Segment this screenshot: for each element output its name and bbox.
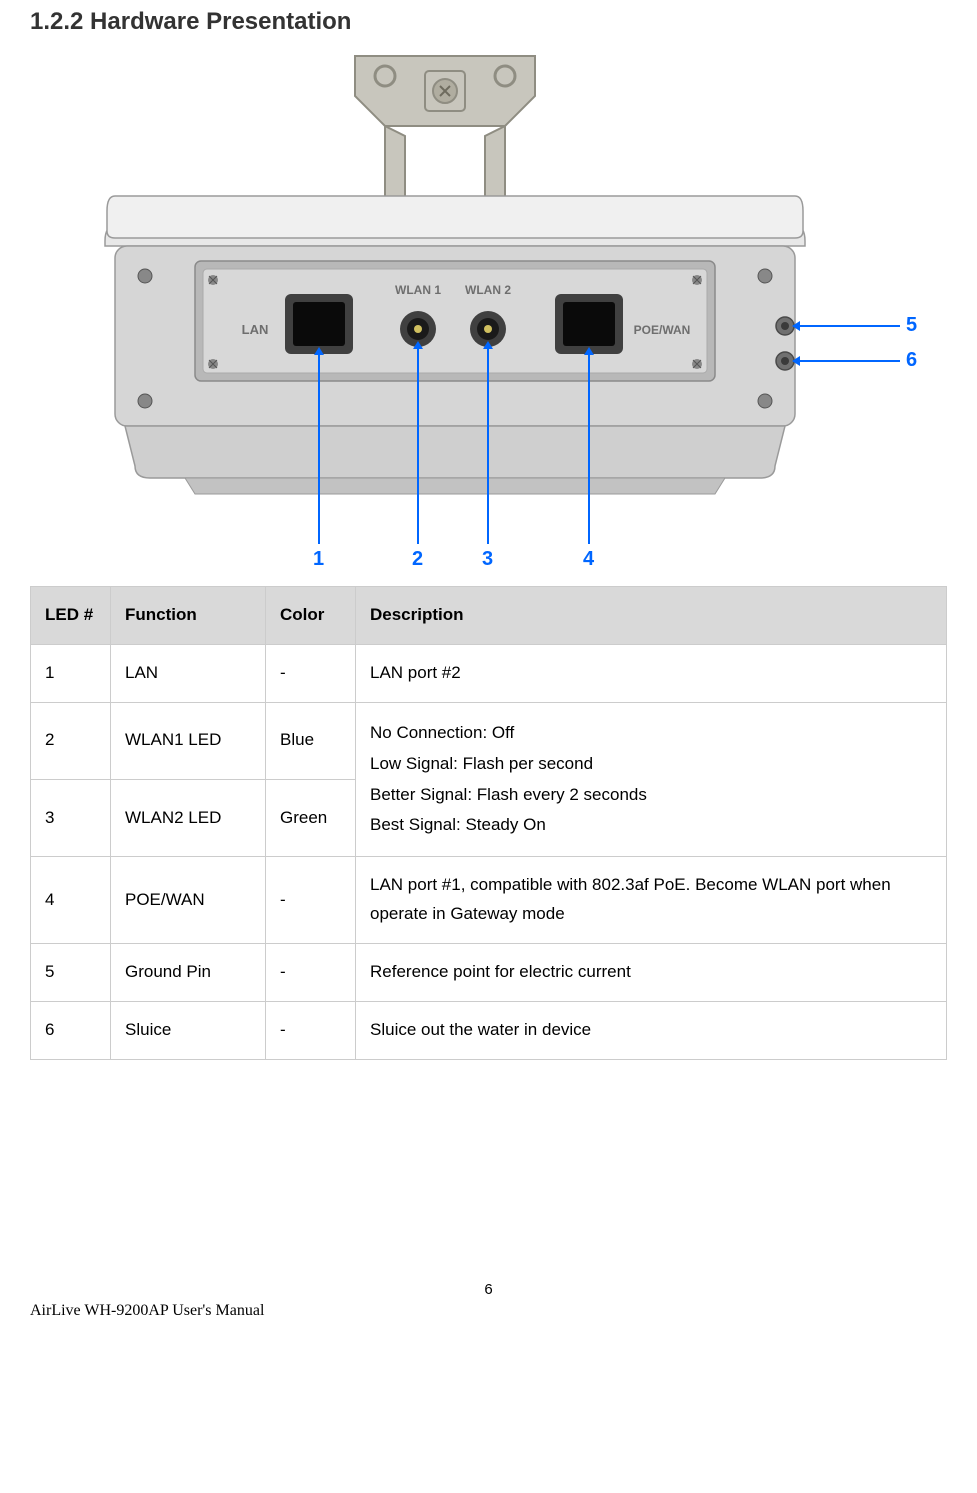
led-table: LED # Function Color Description 1 LAN -… (30, 586, 947, 1060)
desc-line: Better Signal: Flash every 2 seconds (370, 781, 932, 810)
th-function: Function (111, 587, 266, 645)
table-row: 5 Ground Pin - Reference point for elect… (31, 944, 947, 1002)
callout-1: 1 (313, 548, 324, 571)
cell-led: 5 (31, 944, 111, 1002)
device-svg: LAN WLAN 1 WLAN 2 (95, 46, 815, 506)
cell-color: - (266, 857, 356, 944)
arrowhead-icon (314, 347, 324, 355)
cell-desc-merged: No Connection: Off Low Signal: Flash per… (356, 702, 947, 857)
cell-desc: Reference point for electric current (356, 944, 947, 1002)
cell-color: Green (266, 780, 356, 857)
desc-line: Low Signal: Flash per second (370, 750, 932, 779)
cell-desc: LAN port #2 (356, 644, 947, 702)
hardware-diagram: LAN WLAN 1 WLAN 2 (30, 46, 947, 576)
wlan1-label: WLAN 1 (395, 283, 441, 297)
cell-led: 2 (31, 702, 111, 779)
table-row: 4 POE/WAN - LAN port #1, compatible with… (31, 857, 947, 944)
cell-led: 3 (31, 780, 111, 857)
callout-arrow-6 (800, 360, 900, 362)
cell-color: - (266, 1002, 356, 1060)
th-color: Color (266, 587, 356, 645)
callout-arrow-2 (417, 348, 419, 544)
callout-arrow-1 (318, 354, 320, 544)
cell-func: Sluice (111, 1002, 266, 1060)
mounting-bracket (355, 56, 535, 206)
cell-func: WLAN1 LED (111, 702, 266, 779)
callout-arrow-4 (588, 354, 590, 544)
callout-arrow-3 (487, 348, 489, 544)
poewan-label: POE/WAN (634, 323, 691, 337)
cell-led: 4 (31, 857, 111, 944)
table-row: 1 LAN - LAN port #2 (31, 644, 947, 702)
lan-label: LAN (242, 322, 269, 337)
cell-led: 1 (31, 644, 111, 702)
callout-3: 3 (482, 548, 493, 571)
callout-4: 4 (583, 548, 594, 571)
arrowhead-icon (792, 356, 800, 366)
arrowhead-icon (483, 341, 493, 349)
cell-func: WLAN2 LED (111, 780, 266, 857)
cell-color: Blue (266, 702, 356, 779)
table-row: 2 WLAN1 LED Blue No Connection: Off Low … (31, 702, 947, 779)
desc-line: No Connection: Off (370, 719, 932, 748)
callout-arrow-5 (800, 325, 900, 327)
cell-desc: LAN port #1, compatible with 802.3af PoE… (356, 857, 947, 944)
callout-5: 5 (906, 314, 917, 337)
cell-func: Ground Pin (111, 944, 266, 1002)
manual-title: AirLive WH-9200AP User's Manual (30, 1302, 947, 1320)
desc-line: Best Signal: Steady On (370, 811, 932, 840)
device-illustration: LAN WLAN 1 WLAN 2 (95, 46, 815, 506)
cell-color: - (266, 944, 356, 1002)
wlan2-label: WLAN 2 (465, 283, 511, 297)
th-led: LED # (31, 587, 111, 645)
cell-func: LAN (111, 644, 266, 702)
callout-6: 6 (906, 349, 917, 372)
th-description: Description (356, 587, 947, 645)
callout-2: 2 (412, 548, 423, 571)
cell-desc: Sluice out the water in device (356, 1002, 947, 1060)
cell-color: - (266, 644, 356, 702)
section-heading: 1.2.2 Hardware Presentation (30, 8, 947, 36)
cell-func: POE/WAN (111, 857, 266, 944)
arrowhead-icon (792, 321, 800, 331)
cell-led: 6 (31, 1002, 111, 1060)
table-header-row: LED # Function Color Description (31, 587, 947, 645)
arrowhead-icon (413, 341, 423, 349)
table-row: 6 Sluice - Sluice out the water in devic… (31, 1002, 947, 1060)
page-footer: 6 AirLive WH-9200AP User's Manual (30, 1281, 947, 1320)
page-number: 6 (30, 1281, 947, 1298)
arrowhead-icon (584, 347, 594, 355)
